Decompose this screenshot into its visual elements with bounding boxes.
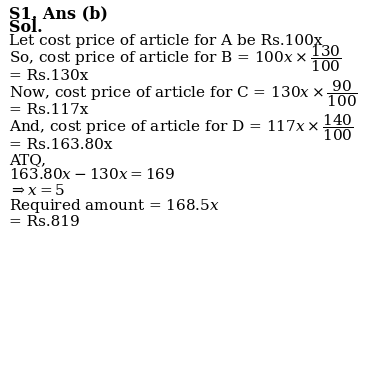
Text: ATQ,: ATQ,	[9, 153, 46, 167]
Text: And, cost price of article for D = $117x \times \dfrac{140}{100}$: And, cost price of article for D = $117x…	[9, 113, 354, 143]
Text: = Rs.130x: = Rs.130x	[9, 69, 89, 83]
Text: $163.80x - 130x = 169$: $163.80x - 130x = 169$	[9, 168, 176, 182]
Text: Now, cost price of article for C = $130x \times \dfrac{90}{100}$: Now, cost price of article for C = $130x…	[9, 78, 358, 109]
Text: Sol.: Sol.	[9, 19, 43, 36]
Text: So, cost price of article for B = $100x \times \dfrac{130}{100}$: So, cost price of article for B = $100x …	[9, 43, 342, 74]
Text: Required amount = $168.5x$: Required amount = $168.5x$	[9, 197, 220, 216]
Text: = Rs.163.80x: = Rs.163.80x	[9, 138, 113, 152]
Text: = Rs.117x: = Rs.117x	[9, 103, 89, 117]
Text: $\Rightarrow x = 5$: $\Rightarrow x = 5$	[9, 183, 66, 198]
Text: Let cost price of article for A be Rs.100x: Let cost price of article for A be Rs.10…	[9, 34, 323, 48]
Text: = Rs.819: = Rs.819	[9, 215, 80, 229]
Text: S1. Ans (b): S1. Ans (b)	[9, 5, 108, 22]
